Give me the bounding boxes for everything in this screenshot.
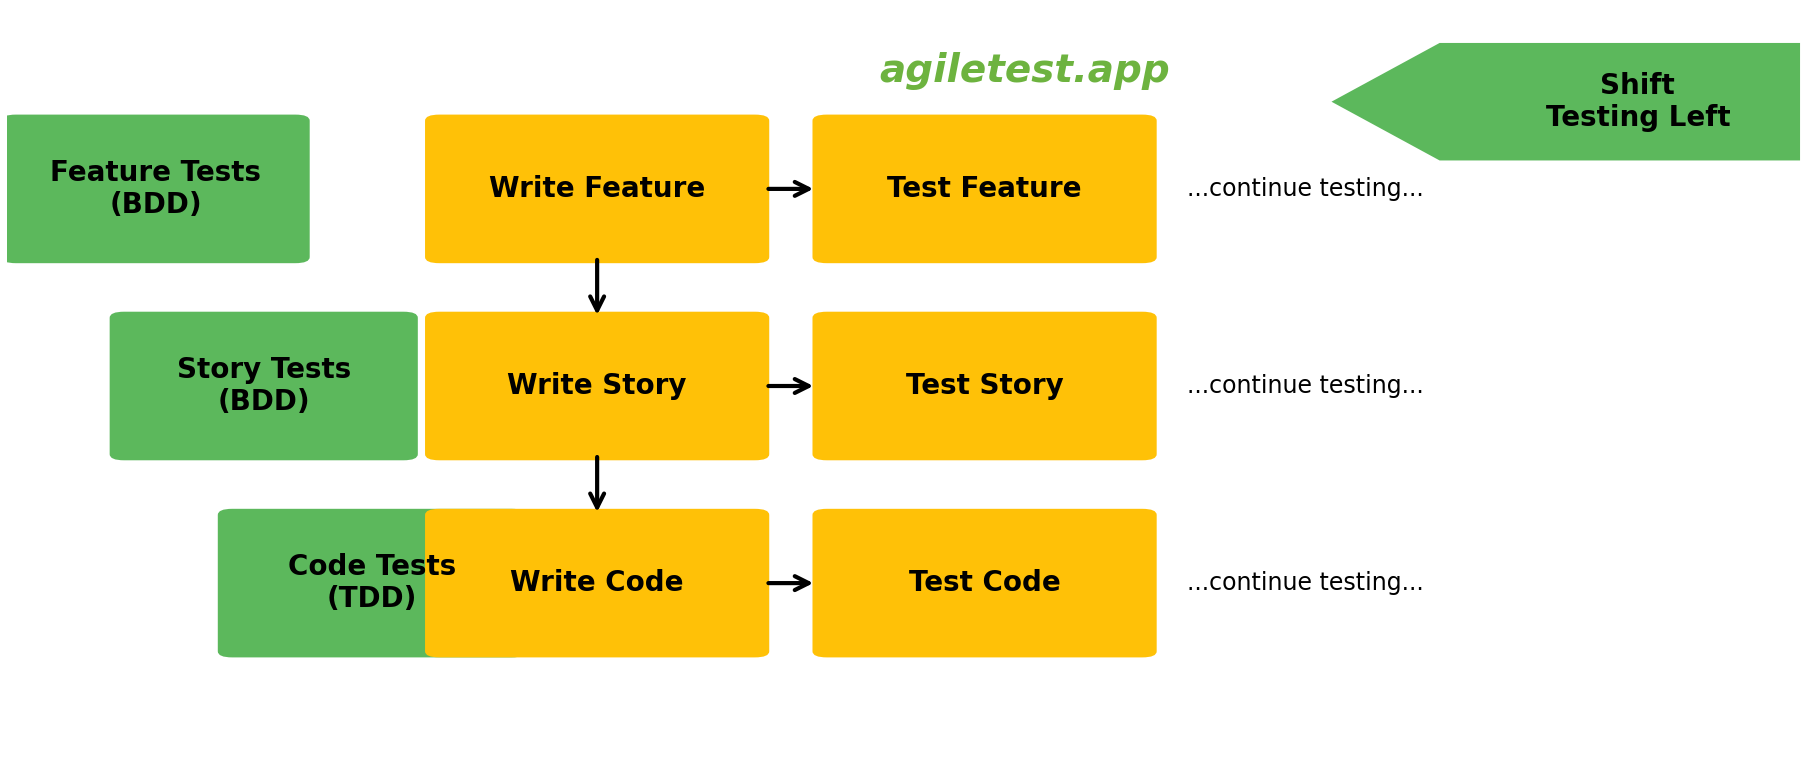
- Text: ...continue testing...: ...continue testing...: [1188, 177, 1424, 201]
- Text: Test Story: Test Story: [906, 372, 1064, 400]
- Text: ...continue testing...: ...continue testing...: [1188, 571, 1424, 595]
- FancyBboxPatch shape: [812, 509, 1157, 658]
- Text: Write Feature: Write Feature: [489, 175, 705, 203]
- Text: Story Tests
(BDD): Story Tests (BDD): [176, 356, 350, 416]
- Text: Feature Tests
(BDD): Feature Tests (BDD): [51, 159, 262, 219]
- Text: ...continue testing...: ...continue testing...: [1188, 374, 1424, 398]
- Text: Test Feature: Test Feature: [888, 175, 1082, 203]
- FancyBboxPatch shape: [812, 312, 1157, 460]
- Polygon shape: [1331, 43, 1800, 161]
- Text: Write Story: Write Story: [507, 372, 686, 400]
- Text: agiletest.app: agiletest.app: [879, 52, 1171, 90]
- FancyBboxPatch shape: [425, 509, 770, 658]
- FancyBboxPatch shape: [425, 312, 770, 460]
- FancyBboxPatch shape: [812, 114, 1157, 263]
- Text: Write Code: Write Code: [510, 569, 685, 597]
- FancyBboxPatch shape: [425, 114, 770, 263]
- Text: Code Tests
(TDD): Code Tests (TDD): [287, 553, 456, 613]
- Text: Shift
Testing Left: Shift Testing Left: [1545, 72, 1731, 132]
- FancyBboxPatch shape: [109, 312, 418, 460]
- FancyBboxPatch shape: [218, 509, 527, 658]
- FancyBboxPatch shape: [2, 114, 311, 263]
- Text: Test Code: Test Code: [908, 569, 1061, 597]
